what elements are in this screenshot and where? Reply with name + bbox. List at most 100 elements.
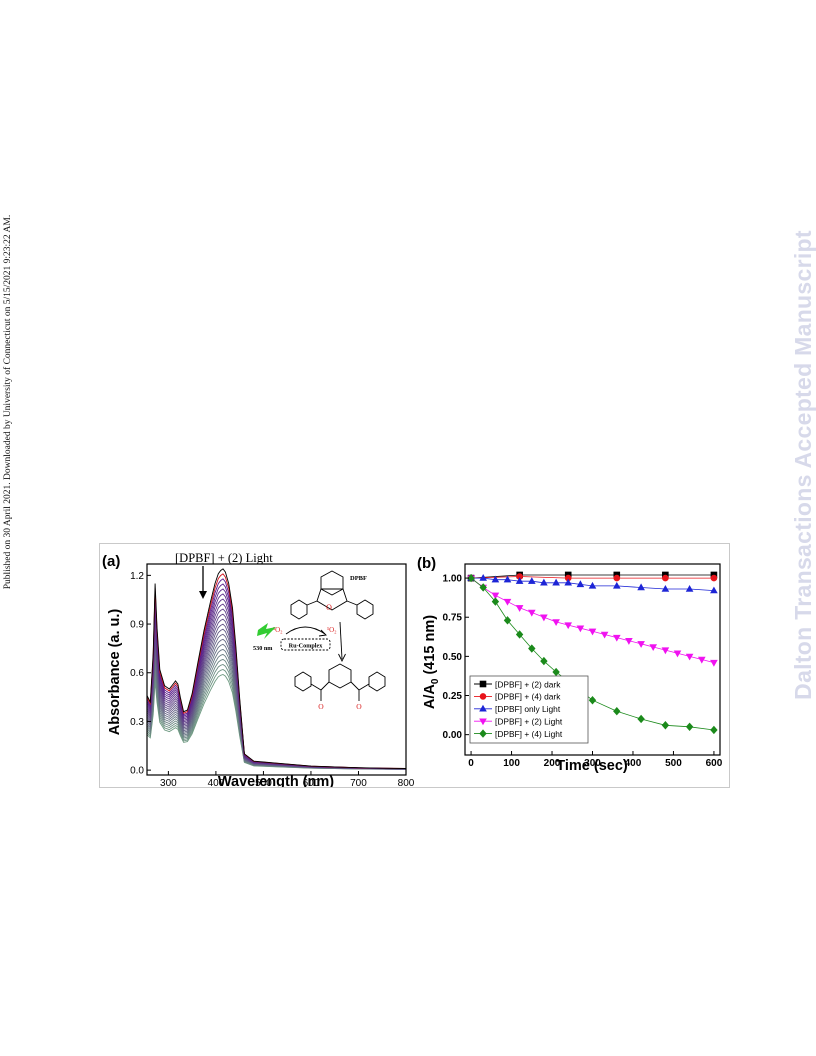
dpbf-bond-right bbox=[346, 600, 358, 606]
series-line-2 bbox=[471, 577, 714, 591]
series-3-point bbox=[503, 598, 512, 606]
series-3-point bbox=[540, 614, 548, 622]
series-4-point bbox=[685, 722, 694, 732]
spectrum-line-13 bbox=[146, 633, 407, 770]
decrease-arrow-icon bbox=[199, 591, 207, 599]
catalyst-box bbox=[280, 638, 331, 651]
spectrum-line-16 bbox=[146, 648, 407, 770]
x-tick-label: 700 bbox=[350, 778, 367, 787]
triplet-oxygen-label: ³O₂ bbox=[273, 626, 283, 634]
product-phenyl-left-icon bbox=[294, 671, 312, 692]
x-tick-label: 100 bbox=[503, 758, 520, 769]
legend-entry: [DPBF] + (2) dark bbox=[495, 679, 561, 689]
figure-svg: (a) 300 400 500 600 700 800 0.0 0.3 0.6 0.9 1.2 W… bbox=[102, 551, 723, 790]
y-tick-label: 1.2 bbox=[130, 571, 144, 582]
dpbf-phenyl-left-icon bbox=[290, 599, 308, 620]
series-4-point bbox=[710, 725, 718, 735]
spectrum-line-11 bbox=[146, 623, 407, 770]
legend-marker bbox=[479, 729, 487, 738]
series-3-point bbox=[637, 641, 645, 648]
series-3-point bbox=[576, 625, 585, 633]
series-2-point bbox=[576, 580, 585, 588]
dpbf-label: DPBF bbox=[350, 575, 367, 582]
energy-transfer-arrowhead bbox=[318, 629, 327, 637]
series-4-point bbox=[491, 597, 500, 606]
series-3-point bbox=[685, 653, 694, 661]
series-4-point bbox=[613, 706, 621, 716]
series-2-point bbox=[527, 577, 536, 584]
y-tick-label: 1.00 bbox=[443, 574, 463, 585]
panel-a-label: (a) bbox=[102, 553, 120, 570]
panel-a-y-axis: 0.0 0.3 0.6 0.9 1.2 bbox=[130, 571, 151, 777]
panel-b-x-axis-title: Time (sec) bbox=[556, 758, 628, 774]
series-3-point bbox=[649, 644, 658, 652]
x-tick-label: 300 bbox=[160, 778, 177, 787]
spectrum-line-21 bbox=[146, 674, 407, 770]
panel-a-frame bbox=[146, 563, 407, 776]
series-4-point bbox=[637, 714, 645, 724]
wavelength-label: 530 nm bbox=[253, 645, 273, 652]
carbonyl-oxygen-right: O bbox=[356, 702, 362, 711]
series-2-point bbox=[588, 581, 597, 589]
product-bond-left-phenyl bbox=[310, 683, 322, 691]
series-3-point bbox=[552, 619, 560, 627]
spectrum-line-6 bbox=[146, 598, 407, 770]
series-4-point bbox=[479, 583, 487, 592]
series-3-point bbox=[527, 609, 536, 617]
spectrum-line-3 bbox=[146, 583, 407, 770]
panel-b-series bbox=[467, 571, 718, 735]
series-3-point bbox=[564, 622, 573, 630]
series-2-point bbox=[479, 573, 488, 581]
series-2-point bbox=[685, 584, 694, 592]
singlet-oxygen-label: ¹O₂ bbox=[327, 626, 337, 634]
publication-note: Published on 30 April 2021. Downloaded b… bbox=[3, 214, 13, 590]
carbonyl-oxygen-left: O bbox=[318, 702, 324, 711]
panel-b-y-axis: 0.00 0.25 0.50 0.75 1.00 bbox=[443, 574, 469, 741]
legend-marker bbox=[479, 718, 487, 726]
legend-entry: [DPBF] only Light bbox=[495, 704, 561, 714]
spectrum-line-14 bbox=[146, 638, 407, 770]
product-bond-right-phenyl bbox=[358, 683, 370, 691]
series-4-point bbox=[528, 644, 536, 653]
product-phenyl-right-icon bbox=[368, 671, 386, 692]
legend-entry: [DPBF] + (4) dark bbox=[495, 692, 561, 702]
spectrum-line-9 bbox=[146, 613, 407, 770]
x-tick-label: 300 bbox=[584, 758, 601, 769]
panel-a-x-axis: 300 400 500 600 700 800 bbox=[160, 771, 415, 789]
panel-a-x-axis-title: Wavelength (nm) bbox=[218, 774, 334, 787]
series-2-point bbox=[612, 581, 621, 589]
series-3-point bbox=[491, 592, 500, 600]
series-4-point bbox=[540, 656, 548, 666]
dpbf-phenyl-right-icon bbox=[356, 599, 374, 620]
accepted-manuscript-watermark: Dalton Transactions Accepted Manuscript bbox=[790, 230, 816, 700]
product-bond-left bbox=[320, 681, 330, 691]
x-tick-label: 400 bbox=[208, 778, 225, 787]
panel-b: (b) 0 100 200 300 400 500 600 0.00 0.25 0.50 0.75… bbox=[417, 555, 723, 774]
panel-b-legend: [DPBF] + (2) dark [DPBF] + (4) dark [DPBF]… bbox=[469, 675, 589, 744]
legend-marker bbox=[479, 704, 487, 712]
series-4-point bbox=[588, 696, 597, 705]
spectrum-line-12 bbox=[146, 628, 407, 770]
series-2-point bbox=[491, 575, 500, 583]
x-tick-label: 500 bbox=[665, 758, 682, 769]
y-tick-label: 0.50 bbox=[443, 652, 463, 663]
series-2-point bbox=[661, 584, 670, 592]
y-tick-label: 0.75 bbox=[443, 613, 463, 624]
legend-marker bbox=[479, 693, 487, 700]
reaction-scheme bbox=[280, 570, 386, 701]
panel-b-label: (b) bbox=[417, 555, 436, 572]
series-1-point bbox=[613, 574, 621, 582]
panel-a-spectra bbox=[146, 568, 407, 770]
legend-box bbox=[469, 675, 589, 744]
series-4-point bbox=[661, 721, 670, 730]
x-tick-label: 600 bbox=[706, 758, 723, 769]
y-tick-label: 0.00 bbox=[443, 730, 463, 741]
dpbf-benzo-ring-icon bbox=[320, 570, 344, 596]
series-3-point bbox=[600, 631, 609, 639]
series-2-point bbox=[637, 583, 645, 591]
series-4-point bbox=[515, 630, 524, 639]
legend-marker bbox=[479, 680, 487, 688]
legend-entry: [DPBF] + (4) Light bbox=[495, 729, 563, 739]
series-3-point bbox=[612, 634, 621, 642]
x-tick-label: 800 bbox=[398, 778, 415, 787]
